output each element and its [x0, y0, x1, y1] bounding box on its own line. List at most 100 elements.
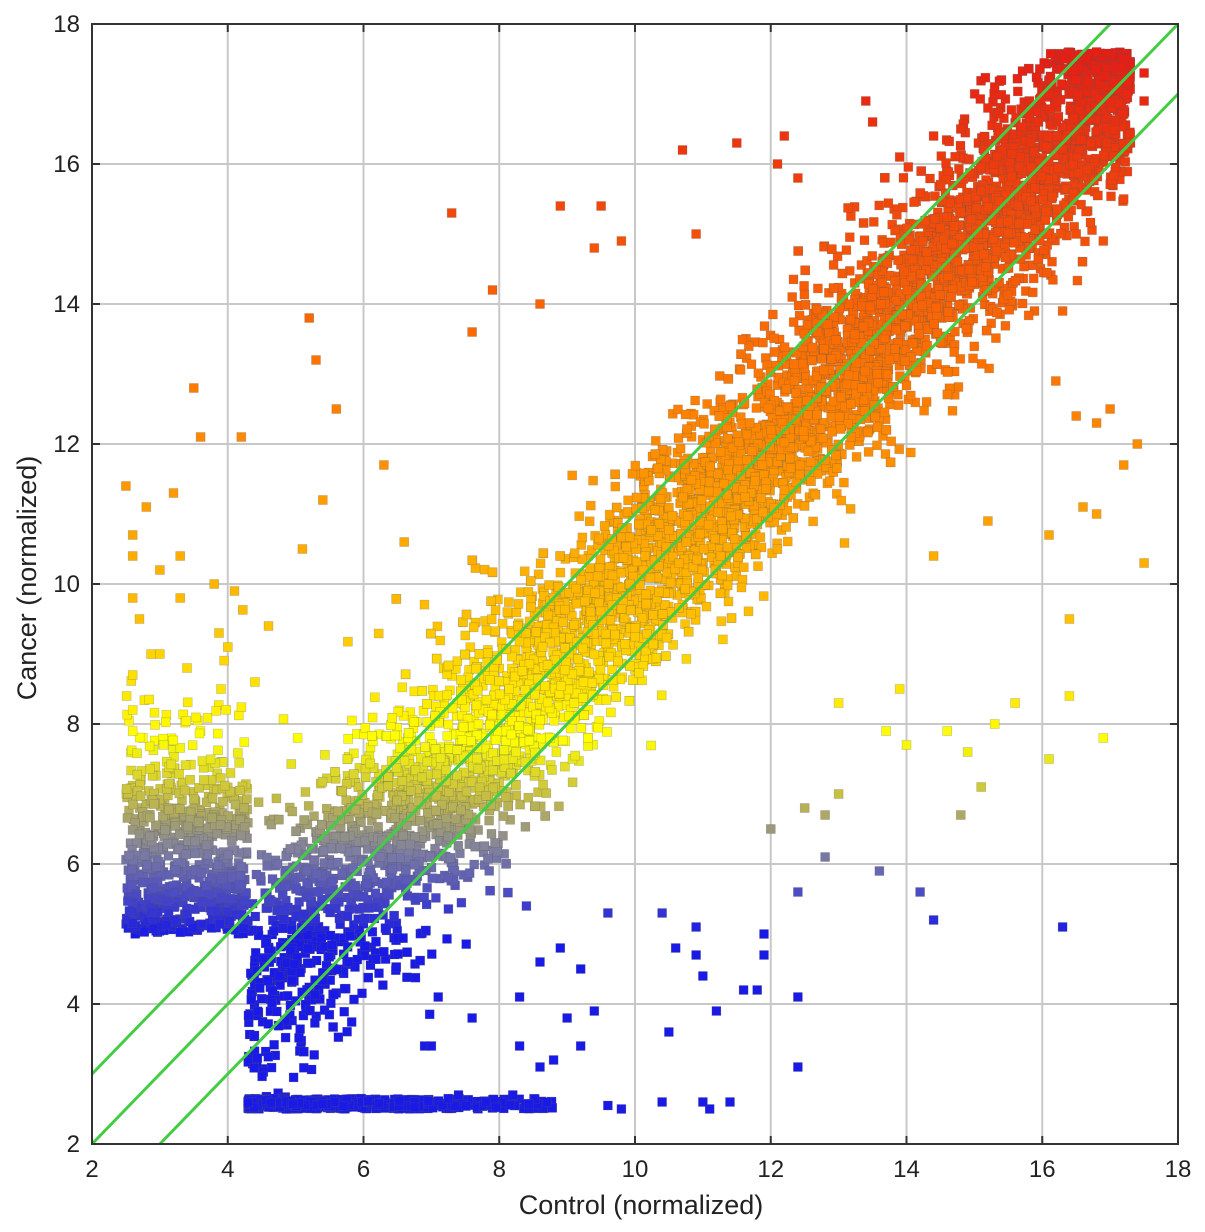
data-point	[955, 140, 966, 151]
data-point	[538, 591, 549, 601]
data-point	[638, 468, 649, 479]
data-point	[919, 405, 929, 416]
data-point	[380, 923, 391, 933]
data-point	[535, 558, 546, 569]
data-point	[500, 792, 511, 802]
data-point	[422, 882, 432, 893]
data-point	[356, 817, 366, 828]
data-point	[936, 151, 947, 161]
data-point	[799, 289, 810, 300]
data-point	[256, 993, 267, 1004]
data-point	[544, 580, 554, 590]
data-point	[474, 649, 485, 659]
data-point	[593, 722, 603, 733]
data-point	[863, 447, 874, 457]
data-point	[378, 980, 388, 990]
data-point	[844, 232, 855, 242]
data-point	[513, 599, 524, 609]
data-point	[309, 811, 319, 822]
data-point	[782, 536, 793, 547]
data-point	[468, 622, 479, 633]
data-point	[266, 1062, 277, 1073]
data-point	[845, 504, 856, 514]
data-point	[872, 440, 882, 451]
data-point	[374, 968, 384, 979]
data-point	[886, 237, 896, 248]
data-point	[291, 911, 302, 921]
data-point	[681, 654, 692, 664]
data-point	[759, 321, 770, 331]
data-point	[954, 164, 964, 174]
data-point	[1081, 206, 1091, 217]
data-point	[373, 821, 383, 832]
data-point	[570, 750, 581, 761]
data-point	[646, 740, 656, 751]
data-point	[443, 904, 454, 914]
data-point	[456, 675, 466, 685]
data-point	[569, 548, 580, 559]
data-point	[690, 395, 700, 406]
data-point	[718, 634, 728, 645]
data-point	[309, 1050, 320, 1060]
data-point	[584, 516, 595, 527]
data-point	[844, 440, 855, 450]
data-point	[1120, 157, 1131, 167]
data-point	[753, 561, 763, 572]
data-point	[594, 562, 605, 573]
data-point	[751, 403, 762, 413]
data-point	[367, 712, 378, 723]
data-point	[772, 544, 783, 555]
data-point	[252, 1053, 263, 1063]
data-point	[585, 563, 596, 573]
data-point	[846, 211, 856, 221]
data-point	[502, 607, 513, 617]
data-point	[269, 1040, 279, 1050]
data-point	[843, 203, 853, 213]
data-point	[431, 893, 441, 903]
data-point	[295, 967, 306, 978]
data-point	[574, 511, 585, 522]
data-point	[1028, 273, 1039, 284]
data-point	[503, 597, 514, 607]
data-point	[346, 1017, 357, 1027]
data-point	[758, 337, 768, 348]
data-point	[650, 435, 661, 446]
data-point	[536, 733, 547, 744]
data-point	[699, 419, 709, 429]
data-point	[1004, 304, 1015, 315]
data-point	[397, 682, 408, 693]
data-point	[659, 599, 670, 610]
data-point	[319, 941, 329, 952]
data-point	[585, 500, 596, 511]
data-point	[520, 821, 531, 832]
data-point	[701, 601, 712, 612]
data-point	[349, 994, 359, 1005]
data-point	[357, 988, 367, 999]
data-point	[743, 341, 754, 352]
data-point	[404, 907, 415, 917]
data-point	[409, 686, 420, 697]
data-point	[1006, 105, 1017, 115]
data-point	[282, 990, 293, 1001]
data-point	[973, 138, 984, 148]
data-point	[907, 254, 918, 265]
data-point	[781, 522, 792, 532]
data-point	[342, 1026, 352, 1037]
data-point	[969, 89, 980, 99]
data-point	[577, 554, 588, 565]
data-point	[484, 815, 494, 826]
data-point	[288, 1072, 299, 1083]
data-point	[663, 502, 674, 513]
data-point	[551, 747, 562, 757]
data-point	[808, 516, 818, 527]
data-point	[950, 151, 960, 162]
data-point	[343, 636, 353, 647]
data-point	[1106, 191, 1116, 202]
data-point	[383, 889, 394, 900]
data-point	[317, 776, 328, 787]
data-point	[1012, 86, 1023, 97]
data-point	[460, 630, 471, 641]
data-point	[723, 596, 734, 607]
data-point	[991, 333, 1001, 343]
